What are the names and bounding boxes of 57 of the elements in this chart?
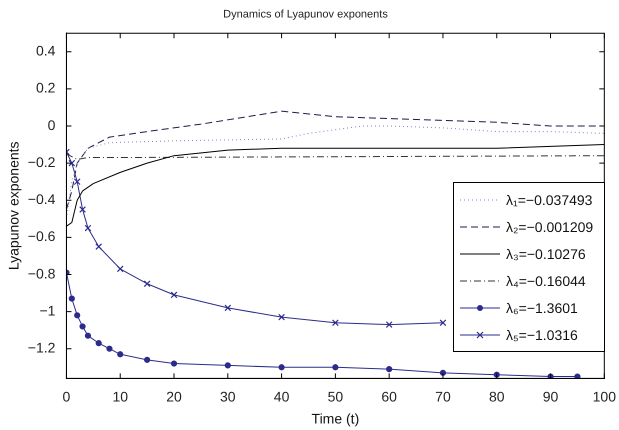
x-tick-label: 10: [112, 388, 128, 405]
point: [74, 312, 80, 318]
x-tick-label: 80: [488, 388, 505, 405]
x-tick-label: 50: [328, 388, 344, 405]
point: [440, 370, 446, 376]
point: [224, 362, 231, 369]
point: [84, 332, 92, 339]
point: [84, 224, 92, 232]
point: [96, 340, 102, 346]
y-tick-label: −0.8: [28, 265, 56, 282]
y-tick-label: −0.4: [28, 191, 56, 208]
legend-label: λ₁=−0.037493: [506, 192, 592, 208]
x-tick-label: 100: [592, 388, 616, 405]
x-tick-label: 20: [166, 388, 182, 405]
y-tick-label: 0: [48, 116, 56, 133]
x-axis-title: Time (t): [312, 410, 360, 426]
point: [332, 319, 339, 326]
point: [79, 323, 86, 330]
point: [386, 366, 392, 372]
point: [278, 364, 285, 370]
y-tick-label: −1.2: [28, 340, 56, 356]
x-tick-label: 60: [381, 388, 398, 405]
y-axis-title: Lyapunov exponents: [5, 141, 22, 270]
legend-label: λ₄=−0.16044: [506, 272, 586, 288]
x-tick-label: 0: [62, 388, 71, 405]
x-tick-label: 40: [274, 388, 290, 405]
point: [68, 295, 75, 302]
legend-label: λ₆=−1.3601: [506, 300, 578, 316]
legend-label: λ₃=−0.10276: [506, 246, 586, 262]
point: [440, 319, 446, 326]
chart-title: Dynamics of Lyapunov exponents: [223, 8, 388, 21]
point: [332, 364, 338, 370]
point: [386, 321, 393, 328]
point: [224, 304, 232, 312]
y-tick-label: −0.6: [28, 228, 56, 244]
point: [574, 373, 581, 378]
point: [117, 351, 124, 358]
y-tick-label: 0.2: [36, 80, 56, 96]
point: [144, 280, 151, 288]
point: [170, 291, 178, 298]
point: [144, 356, 150, 363]
x-tick-label: 90: [542, 388, 559, 405]
point: [278, 314, 286, 321]
point: [170, 360, 178, 367]
point: [106, 346, 113, 352]
y-tick-label: −1: [39, 302, 56, 318]
point: [116, 265, 124, 272]
legend-label: λ₅=−1.0316: [506, 326, 578, 342]
x-tick-label: 30: [220, 388, 236, 405]
y-tick-label: 0.4: [36, 42, 56, 59]
point: [95, 243, 102, 250]
x-tick-label: 70: [435, 388, 451, 405]
y-tick-label: −0.2: [28, 154, 56, 170]
point: [74, 178, 81, 186]
point: [79, 206, 86, 213]
point: [68, 160, 76, 167]
legend-label: λ₂=−0.001209: [506, 218, 594, 234]
